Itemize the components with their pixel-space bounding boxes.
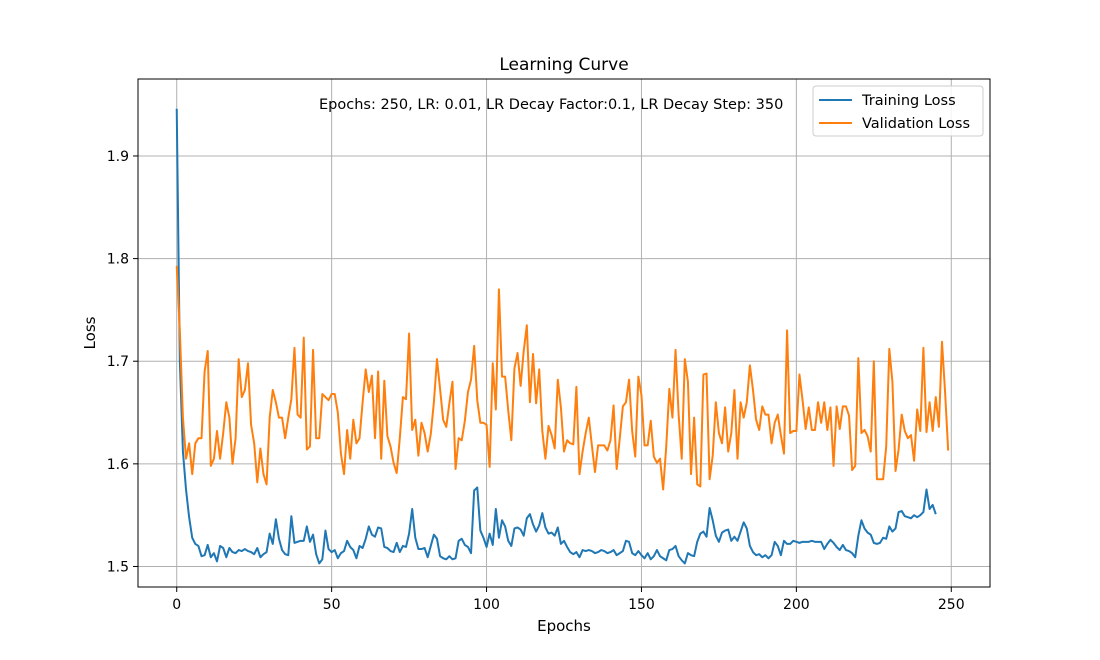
y-tick-label: 1.6 xyxy=(107,457,129,473)
legend-label-validation-loss: Validation Loss xyxy=(862,116,970,132)
series-layer xyxy=(175,108,950,565)
legend-box xyxy=(812,85,984,137)
legend-label-training-loss: Training Loss xyxy=(861,93,956,109)
annotation-text: Epochs: 250, LR: 0.01, LR Decay Factor:0… xyxy=(319,97,783,113)
series-line-validation-loss xyxy=(175,265,950,491)
x-tick-label: 50 xyxy=(323,597,341,613)
plot-frame xyxy=(137,78,991,588)
x-tick-label: 250 xyxy=(938,597,965,613)
y-tick-label: 1.5 xyxy=(107,559,129,575)
ticks: 0 50 100 150 200 250 1.5 1.6 1.7 1.8 1.9 xyxy=(107,149,965,613)
x-tick-label: 100 xyxy=(473,597,500,613)
series-line-training-loss xyxy=(175,108,937,565)
x-tick-label: 200 xyxy=(783,597,810,613)
x-tick-label: 0 xyxy=(172,597,181,613)
y-tick-label: 1.7 xyxy=(107,354,129,370)
x-tick-label: 150 xyxy=(628,597,655,613)
grid xyxy=(138,79,990,587)
y-axis-label: Loss xyxy=(81,316,99,349)
chart-title: Learning Curve xyxy=(499,55,628,75)
x-axis-label: Epochs xyxy=(537,617,591,635)
y-tick-label: 1.9 xyxy=(107,149,129,165)
legend: Training Loss Validation Loss xyxy=(812,85,984,137)
y-tick-label: 1.8 xyxy=(107,252,129,268)
